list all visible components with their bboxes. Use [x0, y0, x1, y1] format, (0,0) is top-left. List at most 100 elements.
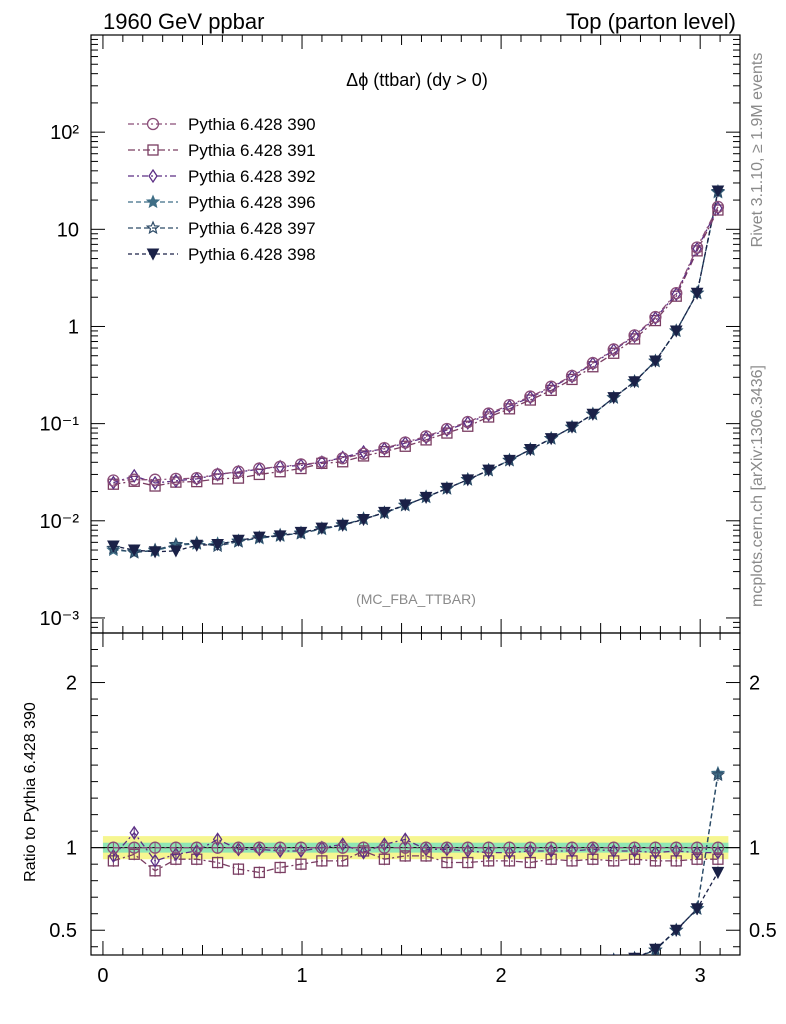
ratio-point [129, 825, 140, 840]
legend-marker [148, 168, 158, 184]
data-point [565, 421, 579, 434]
ratio-point [482, 841, 495, 854]
ratio-series [107, 765, 726, 955]
data-point [588, 356, 598, 371]
ratio-point [253, 866, 265, 879]
ratio-xtick-label: 0 [97, 965, 108, 987]
ratio-ytick-label-right: 1 [749, 838, 760, 860]
data-point [419, 430, 433, 443]
ratio-point [503, 841, 516, 854]
ratio-xtick-label: 2 [496, 965, 507, 987]
data-point [108, 475, 119, 490]
data-point [690, 241, 704, 254]
legend-label: Pythia 6.428 390 [188, 115, 316, 134]
main-ytick-label: 10⁻³ [40, 608, 80, 630]
data-point [315, 522, 329, 535]
ratio-point [649, 841, 662, 854]
data-point [148, 473, 162, 486]
ratio-line [641, 773, 719, 955]
ratio-point [567, 843, 577, 859]
data-point [107, 474, 120, 487]
ratio-point [650, 845, 661, 860]
ratio-point [545, 841, 558, 854]
ratio-point [378, 841, 391, 854]
data-point [357, 514, 370, 527]
rivet-label: Rivet 3.1.10, ≥ 1.9M events [749, 53, 766, 248]
data-point [107, 540, 120, 553]
data-point [462, 420, 474, 432]
data-point [294, 526, 308, 539]
ratio-point [608, 843, 619, 859]
ratio-point [692, 845, 702, 860]
mcplots-label: mcplots.cern.ch [arXiv:1306.3436] [749, 365, 766, 607]
ratio-frame [90, 632, 741, 956]
ratio-ylabel: Ratio to Pythia 6.428 390 [22, 702, 39, 882]
data-point [692, 241, 702, 256]
data-point [586, 408, 600, 421]
legend-marker [146, 248, 160, 261]
main-ytick-label: 10⁻¹ [40, 414, 80, 436]
main-ytick-label: 10⁻² [40, 511, 80, 533]
ratio-xtick-label: 3 [695, 965, 706, 987]
ratio-ytick-label-right: 2 [749, 673, 760, 695]
data-point [441, 427, 453, 439]
ratio-ytick-label-right: 0.5 [749, 920, 777, 942]
data-point [419, 491, 433, 504]
data-point [711, 200, 725, 214]
legend-marker [145, 220, 161, 235]
data-point [524, 444, 537, 457]
chart-title: Δϕ (ttbar) (dy > 0) [346, 70, 488, 90]
ratio-point [232, 863, 245, 875]
data-point [169, 472, 183, 486]
ratio-point [607, 841, 620, 854]
ratio-point [399, 841, 412, 854]
data-point [253, 462, 266, 475]
data-point [628, 376, 641, 389]
data-point [545, 380, 558, 393]
data-point [254, 461, 265, 477]
data-point [690, 287, 704, 300]
ratio-point [296, 843, 306, 859]
ratio-point [586, 841, 600, 854]
ratio-point [690, 841, 704, 854]
ratio-point [419, 841, 433, 854]
ratio-point [211, 856, 224, 869]
ratio-point [713, 845, 723, 860]
ratio-point [546, 843, 556, 859]
ratio-point [378, 853, 391, 865]
legend-marker [145, 194, 161, 209]
header-right: Top (parton level) [566, 9, 736, 34]
data-point [358, 444, 369, 460]
ratio-xtick-label: 1 [296, 965, 307, 987]
ratio-point [337, 855, 349, 867]
data-point [525, 390, 536, 405]
ratio-ytick-label: 2 [66, 673, 77, 695]
ratio-point [711, 866, 725, 880]
data-point [607, 392, 621, 405]
ratio-point [274, 861, 286, 874]
data-point [232, 465, 245, 478]
data-point [398, 499, 412, 512]
ratio-point [649, 943, 662, 955]
ratio-point [190, 841, 203, 854]
ratio-point [357, 841, 370, 854]
main-ytick-label: 10² [50, 122, 79, 144]
ratio-point [671, 843, 682, 859]
ratio-point [253, 841, 266, 854]
ratio-point [275, 843, 285, 859]
data-point [150, 475, 160, 491]
header-left: 1960 GeV ppbar [103, 9, 264, 34]
ratio-point [150, 853, 160, 869]
ratio-point [441, 856, 453, 869]
ratio-point [710, 767, 726, 782]
data-point [586, 356, 600, 370]
data-point [232, 534, 245, 547]
ratio-point [191, 843, 202, 859]
data-point [232, 472, 245, 484]
data-point [336, 519, 350, 532]
data-point [524, 390, 537, 403]
main-ytick-label: 1 [68, 316, 79, 338]
data-point [294, 458, 308, 471]
ratio-point [273, 841, 287, 854]
